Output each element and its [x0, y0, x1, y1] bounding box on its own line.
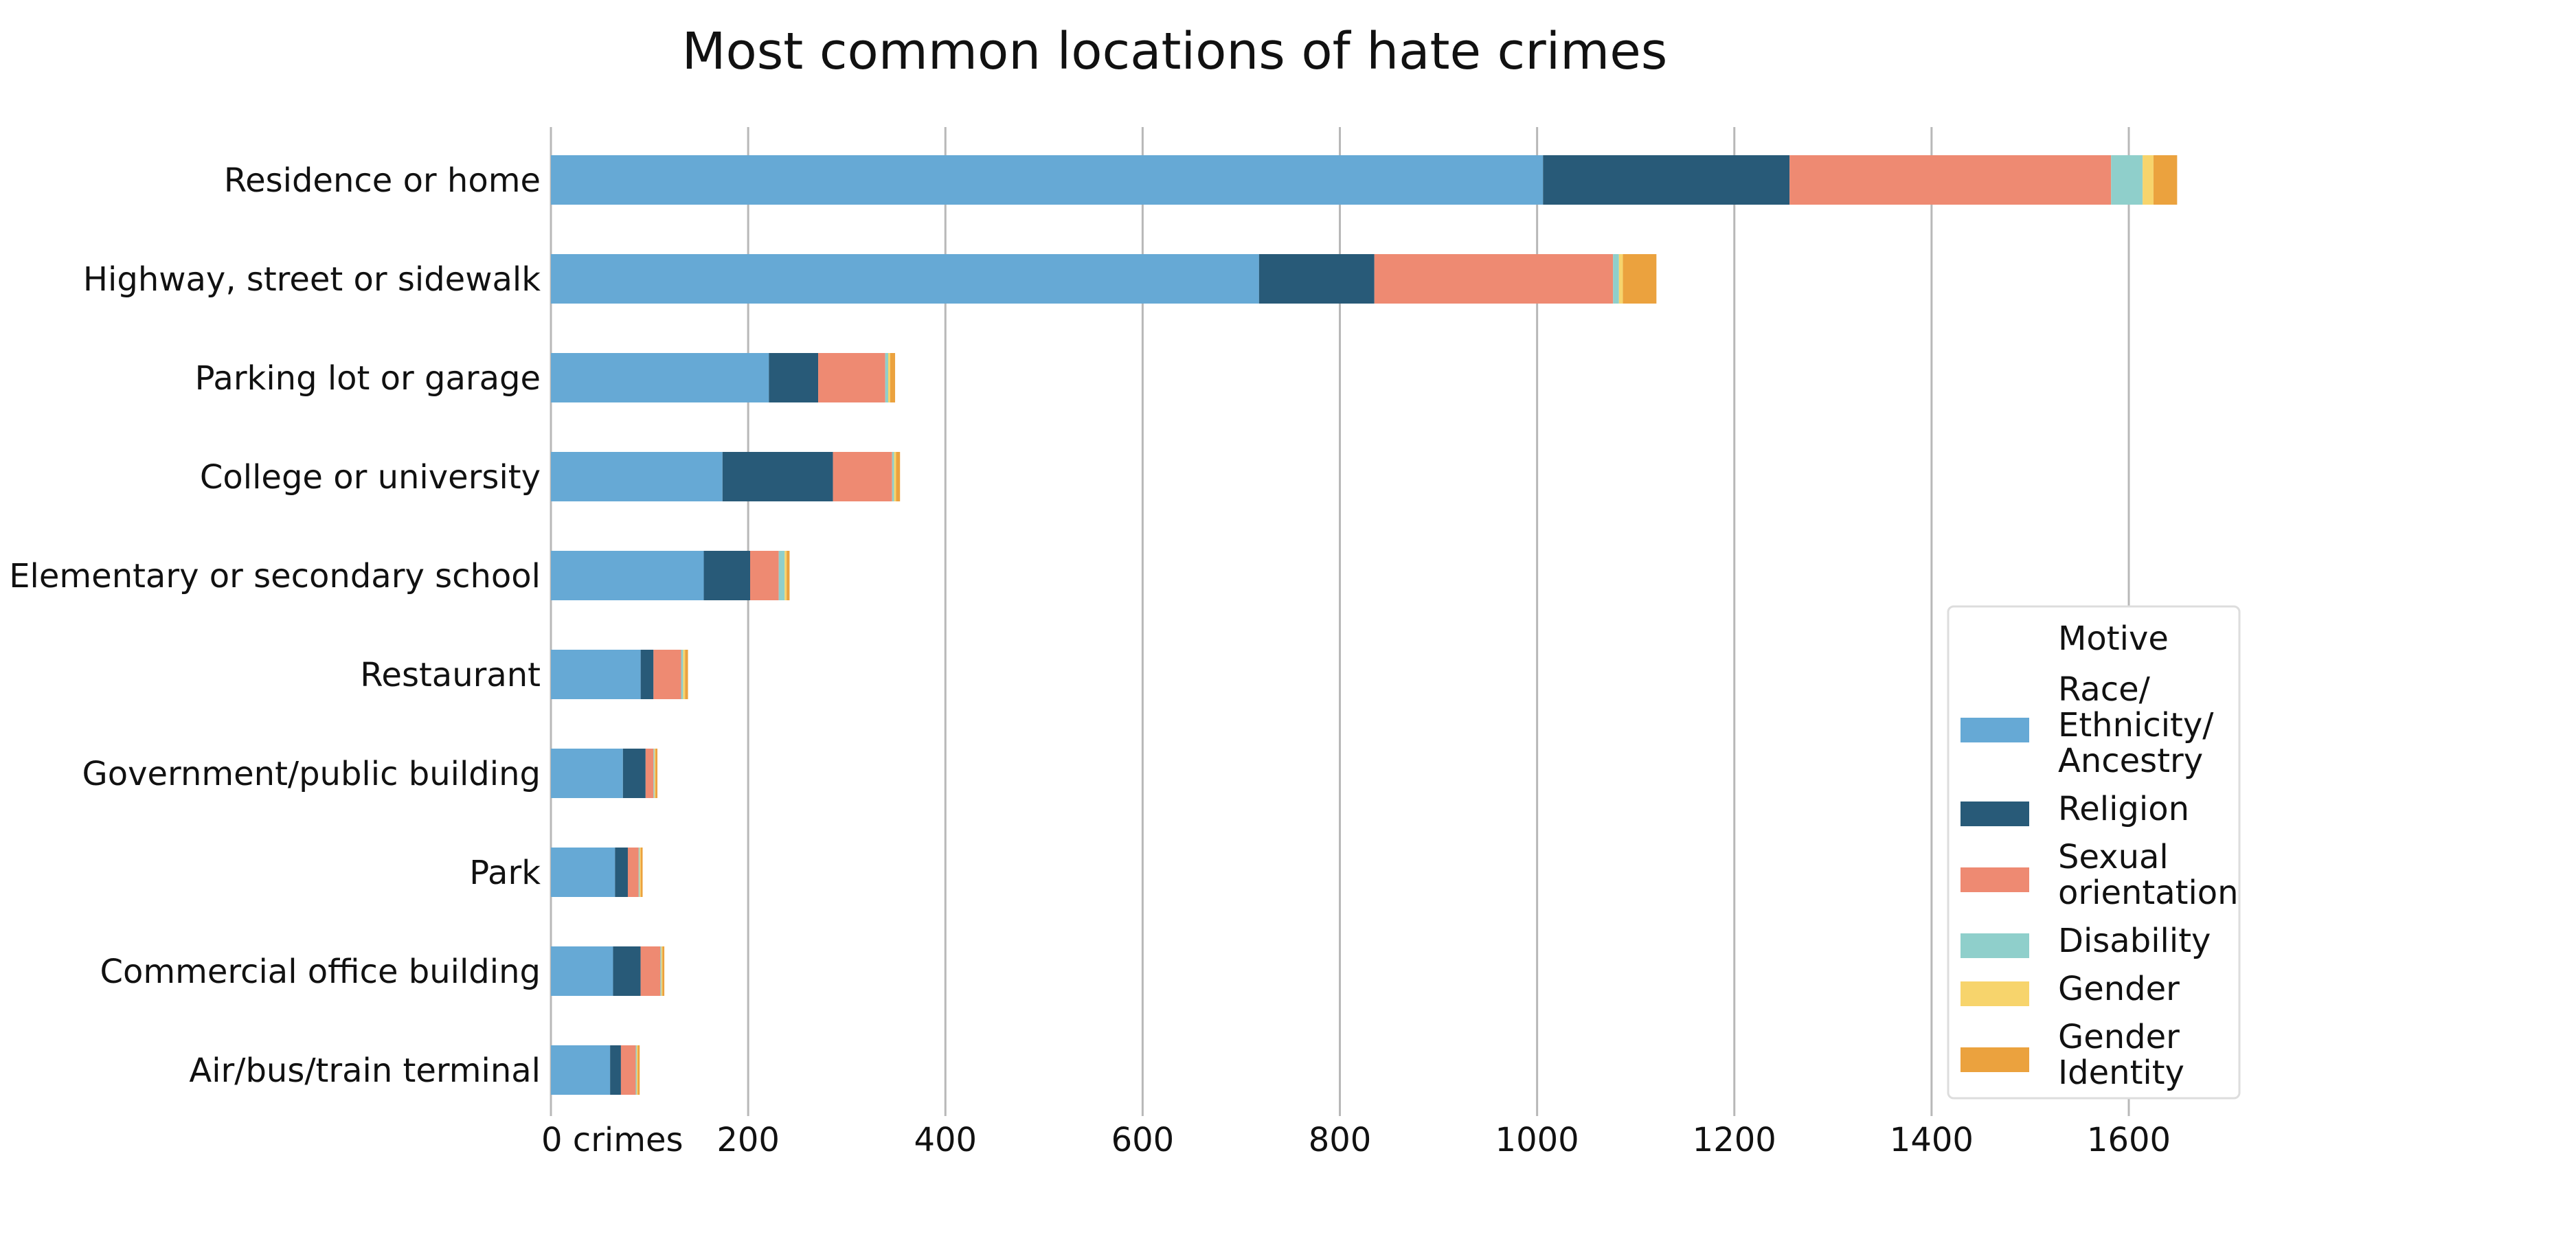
- bar-commercial-office-building-gender-identity: [662, 946, 665, 996]
- category-label-commercial-office-building: Commercial office building: [100, 953, 541, 991]
- x-tick-label-0: 0 crimes: [541, 1121, 683, 1159]
- category-label-highway-street-or-sidewalk: Highway, street or sidewalk: [83, 260, 541, 299]
- bar-park-disability: [638, 848, 640, 897]
- bar-parking-lot-or-garage-gender-identity: [890, 353, 896, 402]
- bar-restaurant-religion: [640, 650, 654, 699]
- bar-parking-lot-or-garage-gender: [888, 353, 890, 402]
- bar-highway-street-or-sidewalk-religion: [1258, 254, 1375, 304]
- bar-restaurant-gender: [683, 650, 686, 699]
- bar-commercial-office-building-sexual-orientation: [640, 946, 661, 996]
- legend-swatch-religion: [1961, 802, 2029, 826]
- bar-government-public-building-religion: [622, 749, 646, 798]
- legend-swatch-disability: [1961, 933, 2029, 958]
- legend-swatch-race-ethnicity-ancestry: [1961, 718, 2029, 742]
- x-tick-label-1400: 1400: [1890, 1121, 1974, 1159]
- bar-residence-or-home-disability: [2111, 155, 2143, 205]
- bar-air-bus-train-terminal-race-ethnicity-ancestry: [551, 1045, 611, 1095]
- x-tick-label-1200: 1200: [1693, 1121, 1776, 1159]
- x-tick-label-800: 800: [1309, 1121, 1372, 1159]
- legend-label-gender-identity: Gender Identity: [2058, 1018, 2184, 1092]
- bar-air-bus-train-terminal-religion: [610, 1045, 621, 1095]
- bar-restaurant-disability: [681, 650, 683, 699]
- bar-highway-street-or-sidewalk-race-ethnicity-ancestry: [551, 254, 1259, 304]
- bar-parking-lot-or-garage-sexual-orientation: [818, 353, 885, 402]
- bar-highway-street-or-sidewalk-gender: [1618, 254, 1623, 304]
- bar-highway-street-or-sidewalk-sexual-orientation: [1374, 254, 1614, 304]
- bar-park-gender-identity: [640, 848, 643, 897]
- bar-commercial-office-building-religion: [613, 946, 641, 996]
- bar-government-public-building-race-ethnicity-ancestry: [551, 749, 623, 798]
- bar-government-public-building-sexual-orientation: [645, 749, 654, 798]
- category-label-elementary-or-secondary-school: Elementary or secondary school: [9, 557, 541, 595]
- legend-label-disability: Disability: [2058, 922, 2211, 960]
- chart-title: Most common locations of hate crimes: [682, 22, 1668, 81]
- legend-label-religion: Religion: [2058, 790, 2189, 828]
- bar-college-or-university-religion: [722, 452, 833, 501]
- bar-government-public-building-disability: [653, 749, 655, 798]
- bar-commercial-office-building-disability: [660, 946, 662, 996]
- bar-commercial-office-building-race-ethnicity-ancestry: [551, 946, 613, 996]
- legend-swatch-gender: [1961, 981, 2029, 1006]
- x-tick-label-200: 200: [716, 1121, 780, 1159]
- category-labels: Residence or home Highway, street or side…: [9, 161, 541, 1090]
- bar-restaurant-gender-identity: [685, 650, 688, 699]
- legend-swatch-sexual-orientation: [1961, 867, 2029, 892]
- category-label-government-public-building: Government/public building: [82, 755, 541, 793]
- bar-park-religion: [615, 848, 628, 897]
- bar-residence-or-home-sexual-orientation: [1789, 155, 2112, 205]
- bars: [551, 155, 2178, 1095]
- bar-elementary-or-secondary-school-race-ethnicity-ancestry: [551, 551, 704, 600]
- bar-parking-lot-or-garage-race-ethnicity-ancestry: [551, 353, 769, 402]
- bar-elementary-or-secondary-school-gender: [784, 551, 787, 600]
- x-tick-label-1600: 1600: [2087, 1121, 2171, 1159]
- legend-label-sexual-orientation: Sexual orientation: [2058, 838, 2239, 912]
- bar-elementary-or-secondary-school-religion: [703, 551, 750, 600]
- legend: Motive Race/Ethnicity/Ancestry Religion Sex…: [1947, 605, 2241, 1100]
- bar-restaurant-sexual-orientation: [653, 650, 681, 699]
- bar-government-public-building-gender-identity: [655, 749, 658, 798]
- bar-residence-or-home-gender-identity: [2153, 155, 2178, 205]
- category-label-parking-lot-or-garage: Parking lot or garage: [195, 359, 541, 398]
- legend-label-gender: Gender: [2058, 970, 2180, 1008]
- bar-residence-or-home-race-ethnicity-ancestry: [551, 155, 1544, 205]
- bar-air-bus-train-terminal-disability: [635, 1045, 637, 1095]
- bar-highway-street-or-sidewalk-disability: [1613, 254, 1619, 304]
- category-label-restaurant: Restaurant: [360, 656, 541, 694]
- bar-residence-or-home-gender: [2143, 155, 2154, 205]
- bar-elementary-or-secondary-school-disability: [778, 551, 785, 600]
- x-tick-labels: 0 crimes 200 400 600 800 1000 1200 1400 1600: [541, 1121, 2171, 1159]
- bar-college-or-university-sexual-orientation: [833, 452, 892, 501]
- x-tick-label-600: 600: [1111, 1121, 1175, 1159]
- bar-restaurant-race-ethnicity-ancestry: [551, 650, 641, 699]
- bar-parking-lot-or-garage-disability: [885, 353, 888, 402]
- category-label-residence-or-home: Residence or home: [224, 161, 541, 200]
- bar-elementary-or-secondary-school-gender-identity: [787, 551, 790, 600]
- bar-college-or-university-gender-identity: [896, 452, 901, 501]
- bar-parking-lot-or-garage-religion: [769, 353, 819, 402]
- legend-label-race-ethnicity-ancestry: Race/Ethnicity/Ancestry: [2058, 670, 2214, 780]
- bar-residence-or-home-religion: [1543, 155, 1790, 205]
- x-tick-label-1000: 1000: [1495, 1121, 1579, 1159]
- legend-title: Motive: [2058, 620, 2169, 658]
- bar-college-or-university-gender: [894, 452, 896, 501]
- category-label-air-bus-train-terminal: Air/bus/train terminal: [189, 1052, 541, 1090]
- bar-highway-street-or-sidewalk-gender-identity: [1623, 254, 1657, 304]
- bar-air-bus-train-terminal-gender-identity: [637, 1045, 640, 1095]
- bar-air-bus-train-terminal-sexual-orientation: [620, 1045, 636, 1095]
- bar-elementary-or-secondary-school-sexual-orientation: [749, 551, 779, 600]
- legend-swatch-gender-identity: [1961, 1047, 2029, 1072]
- bar-college-or-university-disability: [892, 452, 894, 501]
- x-tick-label-400: 400: [914, 1121, 977, 1159]
- category-label-park: Park: [469, 854, 541, 892]
- bar-park-race-ethnicity-ancestry: [551, 848, 615, 897]
- category-label-college-or-university: College or university: [200, 458, 541, 497]
- bar-park-sexual-orientation: [627, 848, 639, 897]
- bar-college-or-university-race-ethnicity-ancestry: [551, 452, 723, 501]
